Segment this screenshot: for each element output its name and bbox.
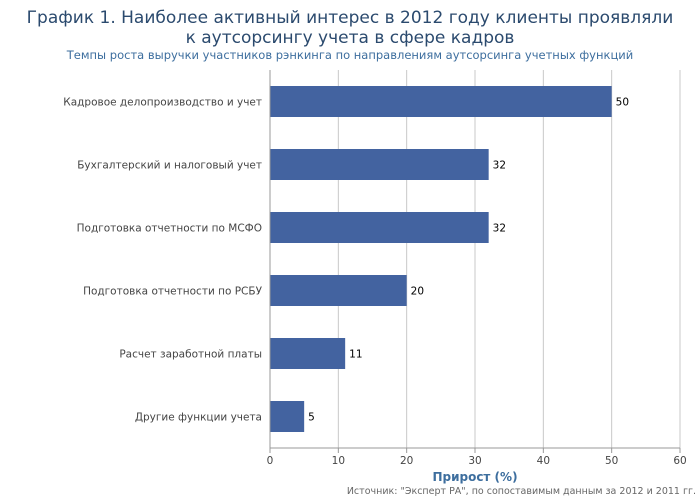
bar (270, 275, 407, 306)
x-tick-label: 20 (400, 455, 413, 467)
bar (270, 401, 305, 432)
source-note: Источник: "Эксперт РА", по сопоставимым … (346, 486, 696, 497)
data-label: 32 (493, 160, 506, 172)
x-tick-label: 10 (332, 455, 345, 467)
category-label: Подготовка отчетности по РСБУ (83, 286, 263, 298)
category-label: Другие функции учета (135, 412, 262, 424)
chart-subtitle: Темпы роста выручки участников рэнкинга … (66, 48, 634, 62)
chart-title-line-2: к аутсорсингу учета в сфере кадров (185, 28, 515, 48)
data-label: 50 (616, 97, 629, 109)
category-label: Кадровое делопроизводство и учет (63, 97, 262, 109)
x-axis-title: Прирост (%) (432, 470, 517, 484)
x-tick-label: 0 (267, 455, 274, 467)
bar (270, 212, 489, 243)
category-label: Бухгалтерский и налоговый учет (77, 160, 262, 172)
category-label: Подготовка отчетности по МСФО (77, 223, 262, 235)
x-tick-label: 40 (537, 455, 550, 467)
data-label: 32 (493, 223, 506, 235)
chart-title-line-1: График 1. Наиболее активный интерес в 20… (26, 8, 674, 28)
bar (270, 338, 346, 369)
data-label: 5 (308, 412, 315, 424)
data-label: 20 (411, 286, 424, 298)
x-tick-label: 30 (468, 455, 481, 467)
bar (270, 86, 612, 117)
x-tick-label: 50 (605, 455, 618, 467)
chart-title: График 1. Наиболее активный интерес в 20… (0, 8, 700, 48)
category-label: Расчет заработной платы (119, 349, 262, 361)
x-tick-label: 60 (673, 455, 686, 467)
bar (270, 149, 489, 180)
data-label: 11 (349, 349, 362, 361)
